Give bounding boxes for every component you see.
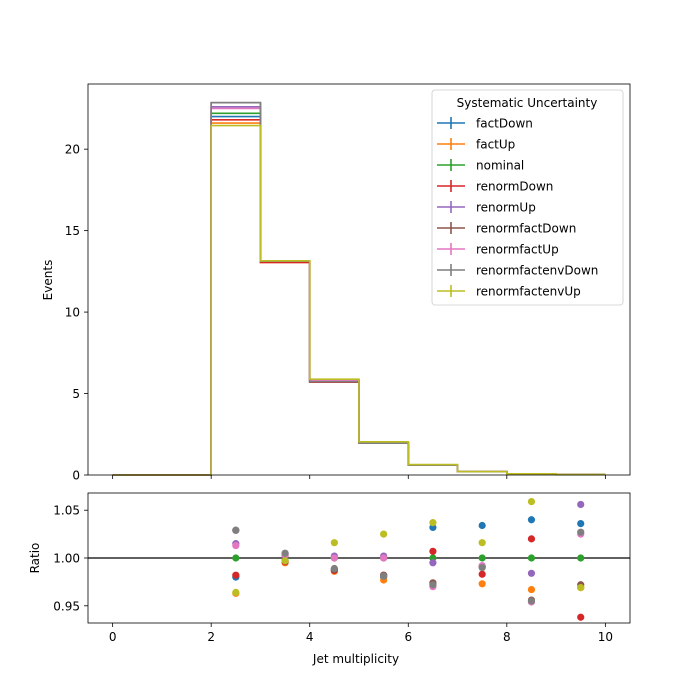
- bottom-x-tick-label: 4: [306, 630, 314, 644]
- ratio-point-renormfactenvDown: [281, 549, 289, 557]
- ratio-points: [232, 498, 585, 621]
- legend-items: factDown factUp nominal renormDown renormUp r…: [437, 117, 598, 299]
- ratio-point-renormfactenvDown: [429, 581, 437, 589]
- ratio-point-renormfactenvDown: [527, 597, 536, 605]
- ratio-point-factUp: [527, 585, 536, 594]
- bottom-x-tick-label: 8: [503, 630, 511, 644]
- legend-item-renormUp: renormUp: [437, 201, 536, 215]
- histogram-series: [112, 101, 606, 476]
- events-histogram-panel: 0 5 10 15 20 Events Systematic Uncertainty f…: [41, 83, 631, 483]
- bottom-x-tick-label: 0: [109, 630, 117, 644]
- ratio-point-renormDown: [478, 570, 486, 578]
- legend-item-renormfactenvDown: renormfactenvDown: [437, 264, 598, 278]
- bottom-x-tick-label: 10: [598, 630, 613, 644]
- ratio-point-renormfactUp: [330, 554, 338, 562]
- ratio-point-renormDown: [232, 571, 240, 579]
- ratio-point-renormfactenvUp: [527, 498, 536, 506]
- ratio-point-renormfactUp: [380, 554, 388, 562]
- ratio-point-renormfactenvUp: [232, 588, 240, 597]
- ratio-point-renormfactenvUp: [281, 557, 289, 565]
- legend-item-renormfactDown: renormfactDown: [437, 222, 576, 236]
- top-y-tick-label: 0: [72, 469, 80, 483]
- legend-item-renormDown: renormDown: [437, 180, 553, 194]
- legend-item-renormfactenvUp: renormfactenvUp: [437, 285, 581, 299]
- ratio-point-renormfactenvUp: [478, 539, 486, 547]
- legend-label: renormUp: [476, 201, 536, 215]
- top-y-tick-label: 5: [72, 387, 80, 401]
- legend-item-nominal: nominal: [437, 159, 524, 173]
- ratio-point-renormfactenvDown: [330, 564, 338, 573]
- ratio-point-renormfactenvUp: [380, 530, 388, 538]
- ratio-point-renormDown: [527, 535, 536, 543]
- ratio-point-factDown: [577, 519, 585, 528]
- ratio-point-renormUp: [577, 500, 585, 509]
- legend-item-factUp: factUp: [437, 138, 515, 152]
- ratio-point-renormfactenvUp: [577, 584, 585, 592]
- ratio-point-renormfactenvDown: [380, 572, 388, 580]
- bottom-x-tick-label: 2: [207, 630, 215, 644]
- ratio-point-renormfactenvUp: [429, 519, 437, 527]
- legend-item-factDown: factDown: [437, 117, 533, 131]
- bottom-x-tick-label: 6: [404, 630, 412, 644]
- bottom-y-tick-label: 1.05: [53, 504, 80, 518]
- bottom-x-ticks: 0 2 4 6 8 10: [109, 623, 613, 644]
- ratio-point-renormfactenvUp: [330, 539, 338, 547]
- bottom-y-axis-label: Ratio: [28, 543, 42, 574]
- ratio-point-nominal: [527, 554, 536, 562]
- legend-label: nominal: [476, 159, 524, 173]
- top-x-ticks: [112, 475, 606, 479]
- legend-label: renormfactenvDown: [476, 264, 598, 278]
- ratio-point-renormDown: [577, 613, 585, 621]
- ratio-point-factDown: [527, 516, 536, 524]
- ratio-point-factUp: [478, 580, 486, 588]
- top-y-ticks: 0 5 10 15 20: [65, 143, 88, 483]
- top-y-axis-label: Events: [41, 260, 55, 301]
- bottom-y-tick-label: 0.95: [53, 599, 80, 613]
- legend-title: Systematic Uncertainty: [457, 96, 598, 110]
- legend-label: renormfactUp: [476, 243, 559, 257]
- legend-label: factDown: [476, 117, 533, 131]
- legend-label: renormfactDown: [476, 222, 576, 236]
- legend-box: [431, 89, 624, 306]
- legend-label: factUp: [476, 138, 515, 152]
- ratio-point-renormUp: [527, 569, 536, 577]
- legend-item-renormfactUp: renormfactUp: [437, 243, 559, 257]
- top-y-tick-label: 15: [65, 224, 80, 238]
- top-y-tick-label: 20: [65, 143, 80, 157]
- ratio-point-renormfactenvDown: [478, 563, 486, 572]
- bottom-y-tick-label: 1.00: [53, 552, 80, 566]
- x-axis-label: Jet multiplicity: [312, 652, 399, 666]
- ratio-point-renormfactUp: [232, 541, 240, 550]
- top-y-tick-label: 10: [65, 306, 80, 320]
- ratio-panel: 0.95 1.00 1.05 0 2 4 6 8 10 Ratio Jet multiplic…: [28, 492, 631, 666]
- ratio-point-factDown: [478, 521, 486, 530]
- ratio-point-nominal: [232, 554, 240, 562]
- ratio-point-nominal: [577, 554, 585, 562]
- legend-label: renormDown: [476, 180, 553, 194]
- legend: Systematic Uncertainty factDown factUp nom…: [431, 89, 624, 306]
- histogram-line-renormfactenvUp: [112, 124, 606, 476]
- legend-label: renormfactenvUp: [476, 285, 581, 299]
- ratio-point-nominal: [478, 554, 486, 562]
- ratio-point-renormfactenvDown: [232, 526, 240, 534]
- ratio-point-renormDown: [429, 547, 437, 555]
- top-plot-frame: [87, 83, 631, 476]
- ratio-point-renormUp: [429, 559, 437, 567]
- ratio-point-renormfactenvDown: [577, 528, 585, 536]
- bottom-y-ticks: 0.95 1.00 1.05: [53, 504, 88, 613]
